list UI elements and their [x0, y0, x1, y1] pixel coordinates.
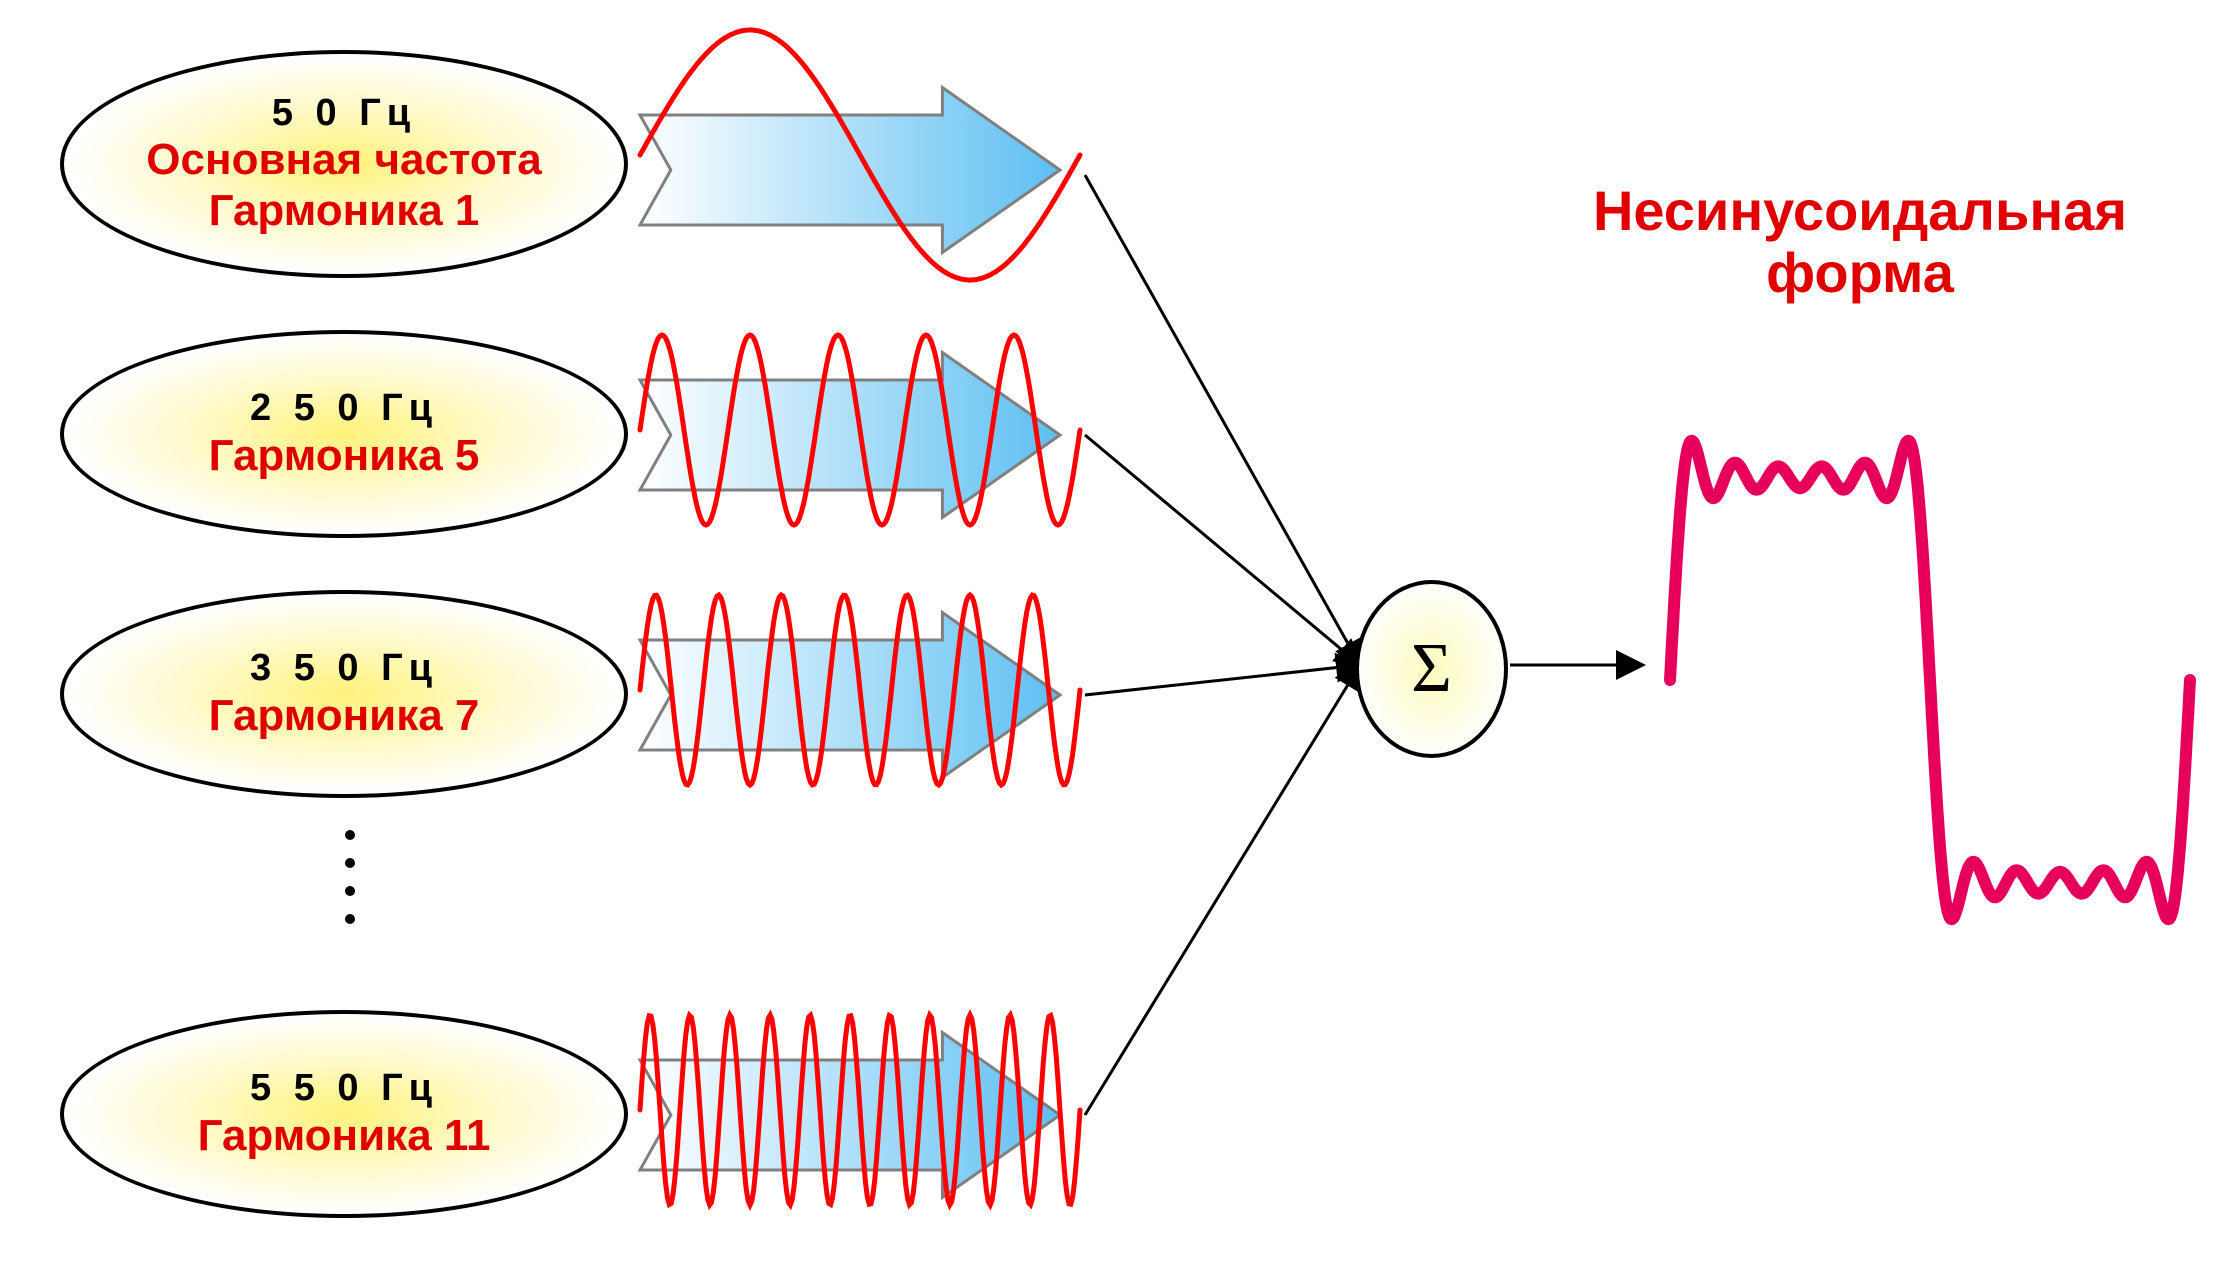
converge-arrow — [1085, 665, 1360, 1115]
freq-label: 5 5 0 Гц — [250, 1067, 438, 1111]
harmonic-node-h1: 5 0 ГцОсновная частота Гармоника 1 — [60, 50, 628, 278]
freq-label: 5 0 Гц — [272, 92, 416, 136]
output-wave — [1670, 441, 2190, 919]
harmonic-node-h7: 3 5 0 ГцГармоника 7 — [60, 590, 628, 798]
diagram-stage: 5 0 ГцОсновная частота Гармоника 1 2 5 0 … — [0, 0, 2219, 1264]
sigma-node: Σ — [1355, 580, 1508, 758]
harmonic-node-h5: 2 5 0 ГцГармоника 5 — [60, 330, 628, 538]
freq-label: 3 5 0 Гц — [250, 647, 438, 691]
freq-label: 2 5 0 Гц — [250, 387, 438, 431]
name-label: Гармоника 11 — [198, 1111, 491, 1162]
converge-arrow — [1085, 175, 1360, 665]
harmonic-node-h11: 5 5 0 ГцГармоника 11 — [60, 1010, 628, 1218]
name-label: Гармоника 5 — [209, 431, 480, 482]
ellipsis-dots — [345, 830, 355, 924]
converge-arrow — [1085, 435, 1360, 665]
converge-arrow — [1085, 665, 1360, 695]
name-label: Основная частота Гармоника 1 — [146, 135, 541, 236]
block-arrow — [640, 88, 1060, 253]
output-title: Несинусоидальная форма — [1540, 180, 2180, 303]
name-label: Гармоника 7 — [209, 691, 480, 742]
